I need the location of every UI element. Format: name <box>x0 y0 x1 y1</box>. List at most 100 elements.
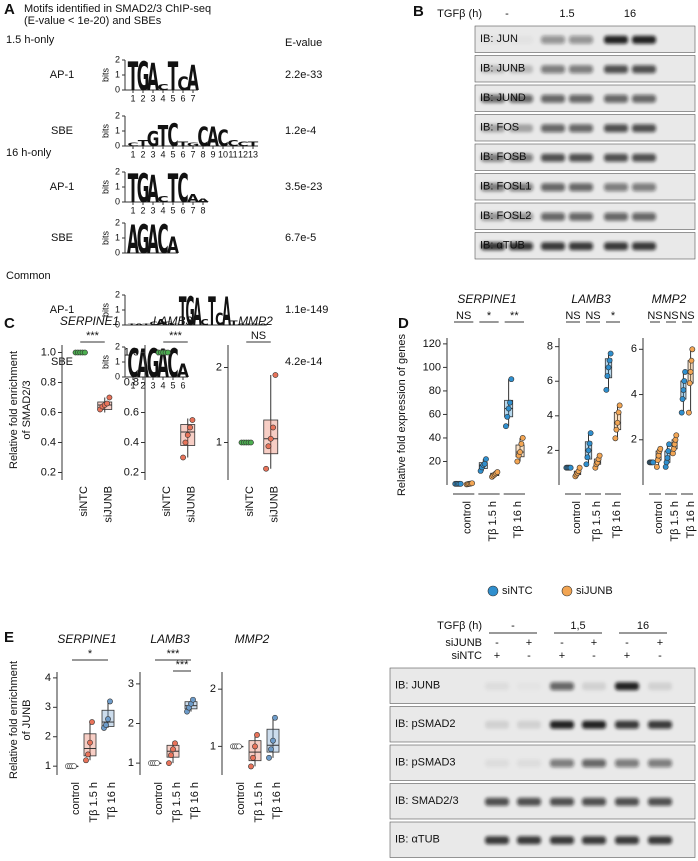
gene-title: SERPINE1 <box>457 292 516 306</box>
logo-letter: C <box>167 117 178 154</box>
data-point <box>154 760 160 767</box>
blot-band <box>509 183 533 192</box>
blot-label: IB: JUNB <box>480 63 525 75</box>
logo-position: 2 <box>140 93 145 103</box>
significance-label: NS <box>647 310 662 322</box>
blot-label: IB: FOSL1 <box>480 181 531 193</box>
data-point <box>248 439 254 446</box>
motif-label: SBE <box>51 125 73 137</box>
blot-band <box>582 759 606 768</box>
data-point <box>657 445 664 452</box>
bits-label: bits <box>100 68 110 83</box>
logo-tick-label: 1 <box>115 356 120 366</box>
logo-position: 4 <box>160 149 165 159</box>
significance-label: *** <box>176 659 190 671</box>
x-tick-label: control <box>235 782 247 815</box>
blot-band <box>481 124 505 133</box>
motif-label: SBE <box>51 232 73 244</box>
data-point <box>665 448 672 454</box>
logo-letter: A <box>259 323 269 325</box>
data-point <box>680 387 687 393</box>
bits-label: bits <box>100 303 110 318</box>
logo-letter: T <box>230 320 239 327</box>
logo-tick-label: 0 <box>115 247 120 257</box>
logo-tick-label: 1 <box>115 69 120 79</box>
logo-letter: C <box>171 323 179 325</box>
x-tick-label: control <box>653 501 665 534</box>
condition-mark: - <box>527 650 531 662</box>
y-tick-label: 1 <box>210 740 216 752</box>
y-axis-label: of SMAD2/3 <box>21 380 33 439</box>
x-tick-label: Tβ 1.5 h <box>591 501 603 542</box>
logo-letter: T <box>142 323 150 325</box>
data-point <box>272 372 279 378</box>
data-point <box>615 409 622 416</box>
data-point <box>270 737 276 744</box>
data-point <box>616 402 623 409</box>
blot-band <box>604 183 628 192</box>
data-point <box>265 443 272 450</box>
panel-letter: B <box>413 3 424 20</box>
data-point <box>607 350 614 357</box>
logo-letter: G <box>137 165 150 211</box>
blot-band <box>541 153 565 162</box>
logo-tick-label: 1 <box>115 304 120 314</box>
gene-title: LAMB3 <box>153 314 193 328</box>
x-tick-label: Tβ 1.5 h <box>88 782 100 823</box>
condition-mark: + <box>657 637 663 649</box>
condition-label: siJUNB <box>445 637 482 649</box>
gene-title: SERPINE1 <box>60 314 119 328</box>
blot-band <box>604 35 628 44</box>
logo-letter: A <box>222 288 231 334</box>
blot-band <box>632 153 656 162</box>
blot-band <box>481 65 505 74</box>
y-tick-label: 2 <box>547 444 553 456</box>
condition-mark: + <box>624 650 630 662</box>
logo-letter: C <box>157 216 168 262</box>
motif-label: AP-1 <box>50 304 74 316</box>
data-point <box>252 743 258 750</box>
blot-band <box>541 65 565 74</box>
logo-tick-label: 2 <box>115 341 120 351</box>
blot-band <box>582 720 606 729</box>
legend-marker <box>561 585 573 597</box>
data-point <box>606 357 613 364</box>
blot-membrane <box>389 821 696 858</box>
x-tick-label: siJUNB <box>186 486 198 523</box>
y-tick-label: 120 <box>423 338 441 350</box>
logo-position: 7 <box>190 93 195 103</box>
blot-band <box>481 212 505 221</box>
y-tick-label: 60 <box>429 408 441 420</box>
blot-band <box>615 720 639 729</box>
data-point <box>82 349 88 356</box>
y-axis-label: Relative fold expression of genes <box>396 333 408 496</box>
logo-letter: C <box>237 140 248 147</box>
blot-label: IB: JUN <box>480 33 518 45</box>
panel-letter: A <box>4 1 15 18</box>
blot-band <box>569 124 593 133</box>
data-point <box>481 460 488 467</box>
blot-band <box>648 797 672 806</box>
condition-mark: - <box>560 637 564 649</box>
y-tick-label: 6 <box>631 343 637 355</box>
logo-letter: A <box>157 318 166 327</box>
data-point <box>517 449 523 455</box>
significance-label: * <box>88 648 93 660</box>
blot-band <box>509 124 533 133</box>
logo-letter: A <box>177 361 190 383</box>
data-point <box>107 698 113 705</box>
data-point <box>685 409 692 416</box>
motif-label: AP-1 <box>50 181 74 193</box>
logo-position: 3 <box>150 93 155 103</box>
data-point <box>508 376 515 383</box>
evalue: 1.2e-4 <box>285 125 316 137</box>
logo-tick-label: 0 <box>115 371 120 381</box>
logo-position: 5 <box>170 93 175 103</box>
blot-band <box>509 65 533 74</box>
blot-label: IB: αTUB <box>395 834 440 846</box>
logo-position: 2 <box>140 205 145 215</box>
logo-letter: A <box>127 216 139 262</box>
blot-band <box>632 212 656 221</box>
data-point <box>614 419 621 426</box>
logo-letter: G <box>185 288 194 334</box>
